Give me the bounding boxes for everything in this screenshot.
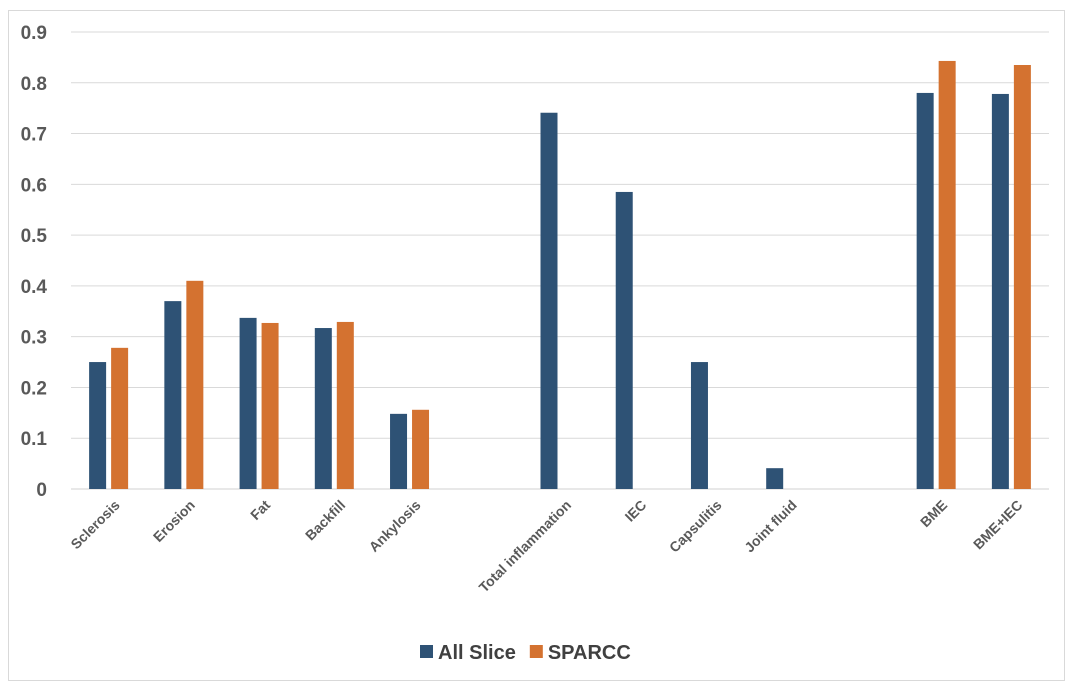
bar-all-slice <box>390 413 408 489</box>
x-axis-ticks: Sclerosis Erosion Fat Backfill Ankylosis Tota… <box>67 497 1025 596</box>
legend-swatch <box>529 645 543 658</box>
x-tick-label: Fat <box>247 497 273 523</box>
bar-all-slice <box>314 328 332 489</box>
x-tick-label: Sclerosis <box>67 497 122 552</box>
legend: All Slice SPARCC <box>420 642 631 664</box>
x-tick-label: Erosion <box>150 497 198 545</box>
y-tick-label: 0.7 <box>21 125 47 146</box>
bar-sparcc <box>186 280 204 489</box>
y-axis-ticks: 0 0.1 0.2 0.3 0.4 0.5 0.6 0.7 0.8 0.9 <box>21 23 48 501</box>
bar-sparcc <box>336 321 354 489</box>
x-tick-label: Joint fluid <box>741 497 800 556</box>
x-tick-label: IEC <box>622 497 650 525</box>
bar-all-slice <box>89 362 107 489</box>
y-tick-label: 0.6 <box>21 175 47 196</box>
bar-all-slice <box>164 301 182 489</box>
y-tick-label: 0.9 <box>21 23 47 44</box>
bar-all-slice <box>615 191 633 489</box>
x-tick-label: Total inflammation <box>476 497 575 596</box>
bar-all-slice <box>916 92 934 489</box>
x-tick-label: BME+IEC <box>970 497 1026 553</box>
x-tick-label: Capsulitis <box>666 497 725 556</box>
y-tick-label: 0 <box>36 480 47 501</box>
chart-frame <box>8 10 1065 681</box>
y-tick-label: 0.3 <box>21 328 47 349</box>
bar-all-slice <box>991 93 1009 490</box>
bar-sparcc <box>111 347 129 489</box>
bar-all-slice <box>766 468 784 489</box>
bars <box>89 60 1031 490</box>
y-tick-label: 0.2 <box>21 378 47 399</box>
y-tick-label: 0.5 <box>21 226 48 247</box>
x-tick-label: BME <box>917 497 950 530</box>
legend-swatch <box>420 645 433 658</box>
bar-sparcc <box>938 60 956 490</box>
y-tick-label: 0.8 <box>21 74 47 95</box>
gridlines <box>71 31 1049 490</box>
legend-label: SPARCC <box>548 642 631 664</box>
bar-all-slice <box>690 362 708 489</box>
bar-sparcc <box>261 322 279 489</box>
y-tick-label: 0.4 <box>21 277 48 298</box>
y-tick-label: 0.1 <box>21 429 48 450</box>
bar-all-slice <box>239 317 257 489</box>
bar-all-slice <box>540 112 558 489</box>
bar-sparcc <box>412 409 430 489</box>
legend-label: All Slice <box>438 642 516 664</box>
bar-sparcc <box>1013 65 1031 489</box>
x-tick-label: Backfill <box>302 497 349 544</box>
x-tick-label: Ankylosis <box>366 497 424 555</box>
